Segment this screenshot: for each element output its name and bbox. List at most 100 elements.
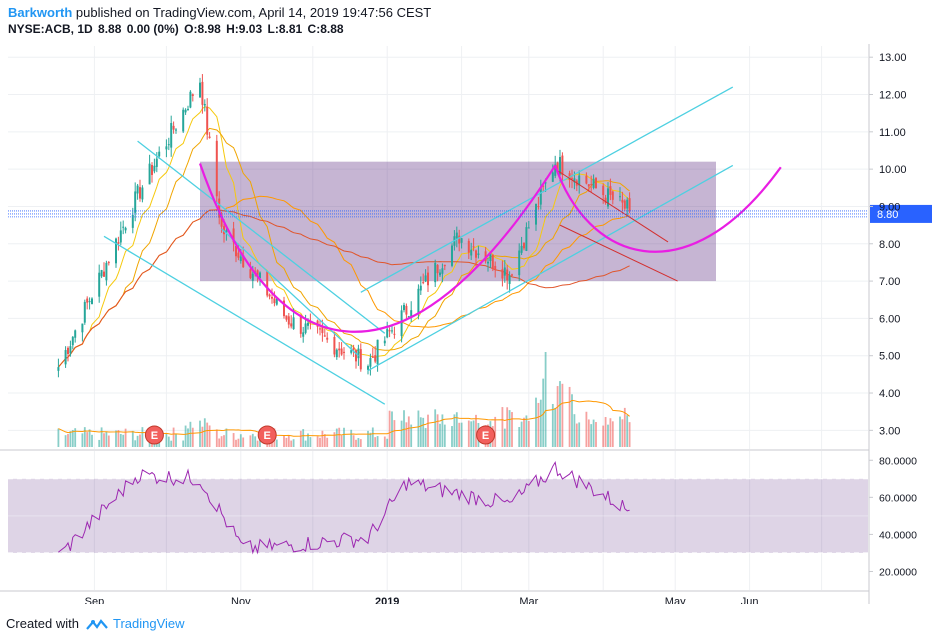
price-change: 0.00 (0%) xyxy=(126,22,179,36)
candle-body xyxy=(86,298,89,303)
candle-body xyxy=(539,188,542,205)
volume-bar xyxy=(182,440,185,447)
volume-bar xyxy=(333,432,336,447)
candle-body xyxy=(98,272,101,297)
candle-body xyxy=(167,144,170,146)
candle-body xyxy=(405,305,408,315)
volume-bar xyxy=(542,378,545,447)
candle-body xyxy=(103,271,105,277)
last-price-tag-label: 8.80 xyxy=(877,209,898,221)
volume-bar xyxy=(587,419,590,447)
chart-canvas[interactable]: E E E 8.80 3.00 4.00 5.00 6.00 7.00 8.00 9.00 10.00… xyxy=(0,44,934,604)
candle-body xyxy=(391,330,393,332)
volume-bar xyxy=(323,434,326,447)
volume-bar xyxy=(122,434,125,447)
earnings-marker[interactable]: E xyxy=(257,425,277,445)
earnings-marker-circle xyxy=(257,425,277,445)
volume-bar xyxy=(470,421,473,447)
price-axis-label: 4.00 xyxy=(879,388,900,400)
candle-body xyxy=(506,269,509,281)
candle-body xyxy=(491,254,494,269)
candle-body xyxy=(357,348,360,359)
volume-bar xyxy=(124,428,127,447)
volume-bar xyxy=(302,429,305,447)
published-text: published on TradingView.com, April 14, … xyxy=(75,5,432,20)
volume-bar xyxy=(451,426,453,447)
volume-bar xyxy=(117,430,120,447)
candle-body xyxy=(383,340,386,344)
handle-line-lower xyxy=(559,224,678,282)
volume-bar xyxy=(367,430,369,447)
candle-body xyxy=(400,310,403,337)
candle-body xyxy=(407,316,410,318)
volume-bar xyxy=(139,434,141,447)
volume-bar xyxy=(427,414,429,447)
candle-body xyxy=(388,330,391,332)
volume-bar xyxy=(503,428,506,447)
candle-body xyxy=(587,184,590,187)
asc-channel-upper xyxy=(360,86,734,293)
rsi-band xyxy=(8,478,868,553)
price-pane xyxy=(8,46,868,449)
earnings-marker[interactable]: E xyxy=(476,425,496,445)
volume-bar xyxy=(585,411,588,447)
price-axis-label: 10.00 xyxy=(879,164,907,176)
volume-bar xyxy=(64,435,67,447)
candle-body xyxy=(523,242,525,249)
volume-bar xyxy=(239,434,242,447)
volume-bar xyxy=(251,433,254,447)
tradingview-brand[interactable]: TradingView xyxy=(113,616,185,631)
candle-body xyxy=(489,253,492,262)
low-value: L:8.81 xyxy=(267,22,303,36)
candle-body xyxy=(251,273,254,281)
volume-bar xyxy=(602,425,605,447)
volume-bar xyxy=(443,424,446,447)
volume-bar xyxy=(88,429,91,447)
volume-bar xyxy=(559,381,561,447)
volume-bar xyxy=(371,427,374,447)
candle-body xyxy=(208,136,211,139)
candle-body xyxy=(410,310,413,318)
volume-bar xyxy=(628,422,631,447)
candle-body xyxy=(520,245,523,253)
candle-body xyxy=(139,187,141,199)
chart-header: Barkworth published on TradingView.com, … xyxy=(8,4,868,37)
time-axis-label: 2019 xyxy=(375,596,399,604)
candle-body xyxy=(287,316,290,325)
volume-bar xyxy=(551,403,554,447)
volume-bar xyxy=(86,432,89,447)
price-axis-label: 7.00 xyxy=(879,276,900,288)
candle-body xyxy=(299,314,302,334)
volume-bar xyxy=(105,431,108,447)
candle-body xyxy=(592,178,595,188)
volume-bar xyxy=(292,439,295,447)
volume-bar xyxy=(578,422,581,447)
volume-bar xyxy=(458,422,461,447)
volume-bar xyxy=(189,421,192,447)
candle-body xyxy=(290,323,293,327)
candle-body xyxy=(508,275,511,284)
volume-bar xyxy=(352,435,355,447)
volume-bar xyxy=(91,434,93,447)
candle-body xyxy=(307,322,309,326)
volume-bar xyxy=(501,407,504,447)
volume-bar xyxy=(417,410,420,447)
candle-body xyxy=(544,182,547,184)
price-axis-label: 9.00 xyxy=(879,201,900,213)
candle-body xyxy=(494,265,497,270)
candle-body xyxy=(335,349,338,358)
volume-bar xyxy=(453,414,456,447)
volume-bar xyxy=(400,420,403,447)
candle-body xyxy=(374,355,377,362)
author-name[interactable]: Barkworth xyxy=(8,5,73,20)
volume-bar xyxy=(467,420,470,447)
volume-bar xyxy=(254,436,257,447)
candle-body xyxy=(571,178,573,180)
candle-body xyxy=(359,349,362,370)
volume-bar xyxy=(439,423,441,447)
earnings-marker[interactable]: E xyxy=(144,425,164,445)
volume-bar xyxy=(67,434,69,447)
volume-bar xyxy=(275,439,278,447)
volume-bar xyxy=(544,352,547,447)
volume-bar xyxy=(69,431,72,447)
